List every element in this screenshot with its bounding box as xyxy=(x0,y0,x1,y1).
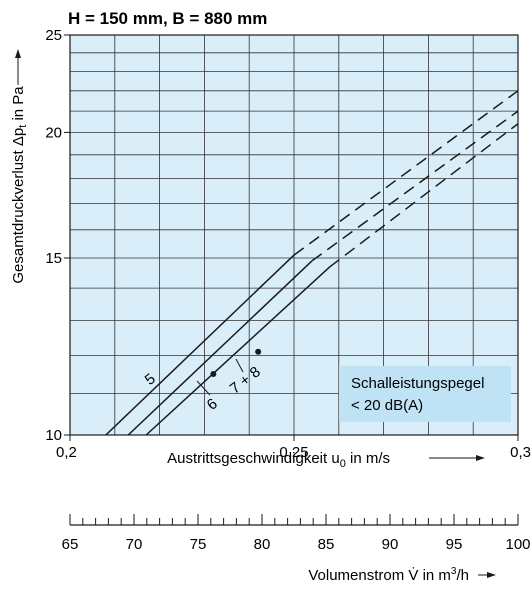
x-tick-label: 0,2 xyxy=(56,444,77,461)
y-tick-label: 25 xyxy=(45,27,62,44)
volume-flow-tick-label: 85 xyxy=(318,536,335,553)
series-line-dashed-7-8 xyxy=(329,123,519,268)
x-tick-label: 0,3 xyxy=(510,444,531,461)
series-lines xyxy=(105,90,519,436)
volume-flow-tick-label: 100 xyxy=(505,536,530,553)
volume-flow-tick-label: 90 xyxy=(382,536,399,553)
grid xyxy=(70,35,518,435)
volume-flow-tick-label: 65 xyxy=(62,536,79,553)
axis-ticks: 10 15 20 25 0,2 0,25 0,3 xyxy=(45,27,531,461)
chart-title: H = 150 mm, B = 880 mm xyxy=(68,9,267,28)
volume-flow-axis: 65 70 75 80 85 90 95 100 xyxy=(62,514,531,553)
series-line-dashed-6 xyxy=(311,110,519,262)
volume-flow-tick-label: 80 xyxy=(254,536,271,553)
series-line-solid-7-8 xyxy=(145,266,331,436)
series-line-solid-5 xyxy=(105,254,295,436)
y-tick-label: 20 xyxy=(45,124,62,141)
x-tick-label: 0,25 xyxy=(279,444,308,461)
annotation-line-2: < 20 dB(A) xyxy=(351,397,423,414)
volume-flow-tick-label: 75 xyxy=(190,536,207,553)
y-tick-label: 15 xyxy=(45,250,62,267)
series-line-dashed-5 xyxy=(293,90,519,256)
annotation-box xyxy=(339,366,511,422)
volume-flow-tick-label: 70 xyxy=(126,536,143,553)
data-point-6 xyxy=(210,370,217,377)
series-points xyxy=(210,348,262,377)
x-axis-label: Austrittsgeschwindigkeit u0 in m/s xyxy=(167,450,390,470)
y-axis-arrowhead xyxy=(15,49,21,58)
y-tick-label: 10 xyxy=(45,427,62,444)
leader-line-6 xyxy=(196,380,211,396)
series-line-solid-6 xyxy=(127,260,313,436)
volume-flow-axis-label: Volumenstrom V̇ in m3/h xyxy=(308,566,469,584)
volume-flow-tick-label: 95 xyxy=(446,536,463,553)
leader-line-7-8 xyxy=(235,358,244,373)
data-point-7-8 xyxy=(255,348,262,355)
annotation-line-1: Schalleistungspegel xyxy=(351,375,484,392)
x-axis-arrowhead xyxy=(476,455,485,461)
y-axis-label: Gesamtdruckverlust Δpt in Pa xyxy=(10,86,29,284)
volume-flow-arrowhead xyxy=(487,572,496,578)
